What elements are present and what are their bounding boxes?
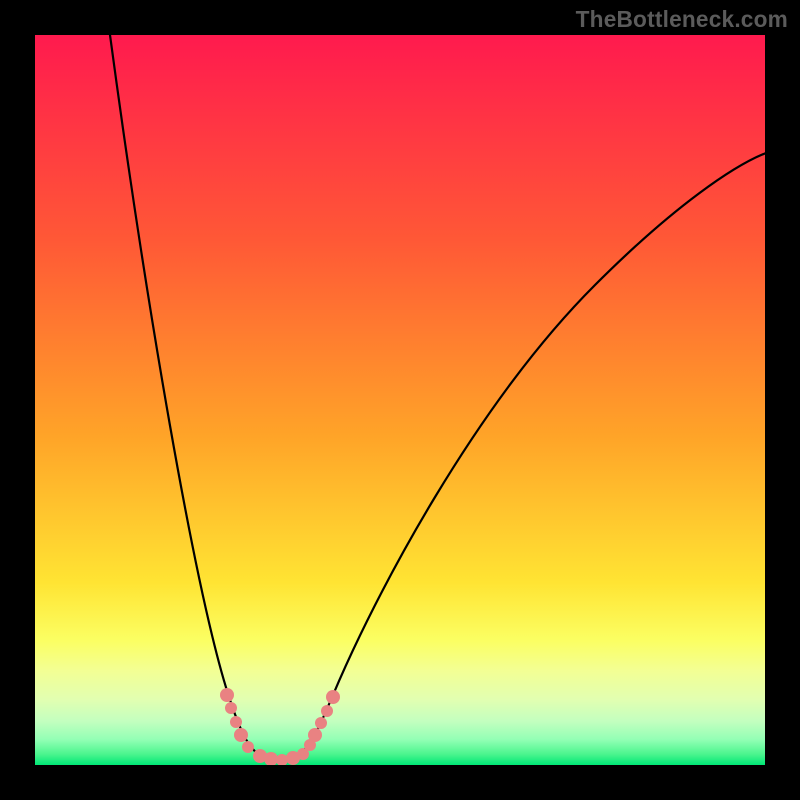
marker-left xyxy=(220,688,234,702)
curve-group xyxy=(110,35,765,760)
marker-right xyxy=(315,717,327,729)
marker-bottom xyxy=(297,748,309,760)
right-curve xyxy=(290,153,765,758)
marker-right xyxy=(308,728,322,742)
bottleneck-curve-chart xyxy=(35,35,765,765)
marker-right xyxy=(326,690,340,704)
marker-left xyxy=(242,741,254,753)
marker-right xyxy=(321,705,333,717)
plot-area xyxy=(35,35,765,765)
marker-left xyxy=(225,702,237,714)
marker-left xyxy=(234,728,248,742)
chart-frame: TheBottleneck.com xyxy=(0,0,800,800)
marker-left xyxy=(230,716,242,728)
left-curve xyxy=(110,35,267,758)
watermark-text: TheBottleneck.com xyxy=(576,6,788,33)
marker-clusters xyxy=(220,688,340,765)
